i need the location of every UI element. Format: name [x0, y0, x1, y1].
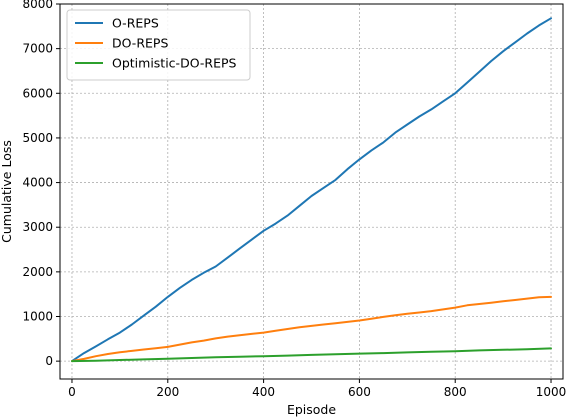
x-tick-label: 0 [68, 385, 76, 399]
series-line-o-reps [71, 17, 552, 363]
legend-label: O-REPS [112, 16, 159, 31]
legend-label: DO-REPS [112, 36, 168, 51]
plot-lines [71, 17, 552, 363]
series-line-do-reps [71, 295, 552, 363]
y-tick-label: 7000 [22, 42, 53, 56]
y-tick-label: 4000 [22, 176, 53, 190]
y-axis-label: Cumulative Loss [0, 140, 14, 243]
y-axis-ticks: 0 1000 2000 3000 4000 5000 6000 7000 8000 [22, 0, 60, 368]
x-axis-ticks: 0 200 400 600 800 1000 [68, 379, 566, 399]
x-tick-label: 1000 [536, 385, 567, 399]
x-axis-label: Episode [287, 402, 336, 417]
x-tick-label: 200 [156, 385, 179, 399]
y-tick-label: 1000 [22, 310, 53, 324]
legend-box [66, 9, 251, 81]
y-tick-label: 2000 [22, 265, 53, 279]
y-tick-label: 5000 [22, 131, 53, 145]
series-line-optimistic-do-reps [71, 347, 552, 363]
legend: O-REPS DO-REPS Optimistic-DO-REPS [66, 9, 251, 81]
grid [60, 3, 563, 379]
x-tick-label: 400 [252, 385, 275, 399]
y-tick-label: 8000 [22, 0, 53, 11]
x-tick-label: 600 [348, 385, 371, 399]
x-tick-label: 800 [444, 385, 467, 399]
y-tick-label: 0 [45, 354, 53, 368]
plot-frame [59, 3, 564, 380]
y-tick-label: 6000 [22, 86, 53, 100]
y-tick-label: 3000 [22, 220, 53, 234]
legend-label: Optimistic-DO-REPS [112, 56, 237, 71]
